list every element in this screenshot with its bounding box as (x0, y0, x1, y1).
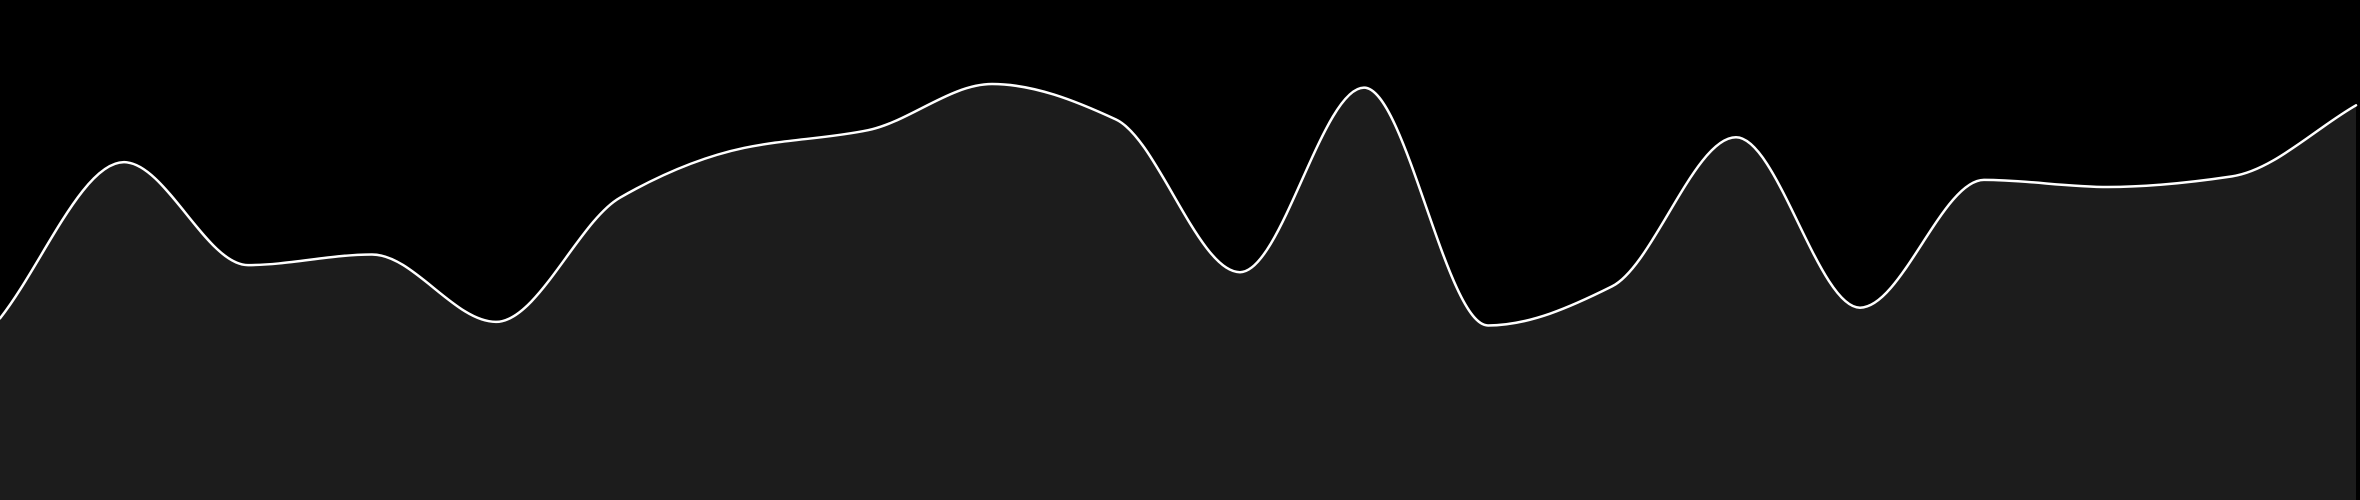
series-line (0, 82, 2358, 327)
area-fill (0, 84, 2356, 500)
